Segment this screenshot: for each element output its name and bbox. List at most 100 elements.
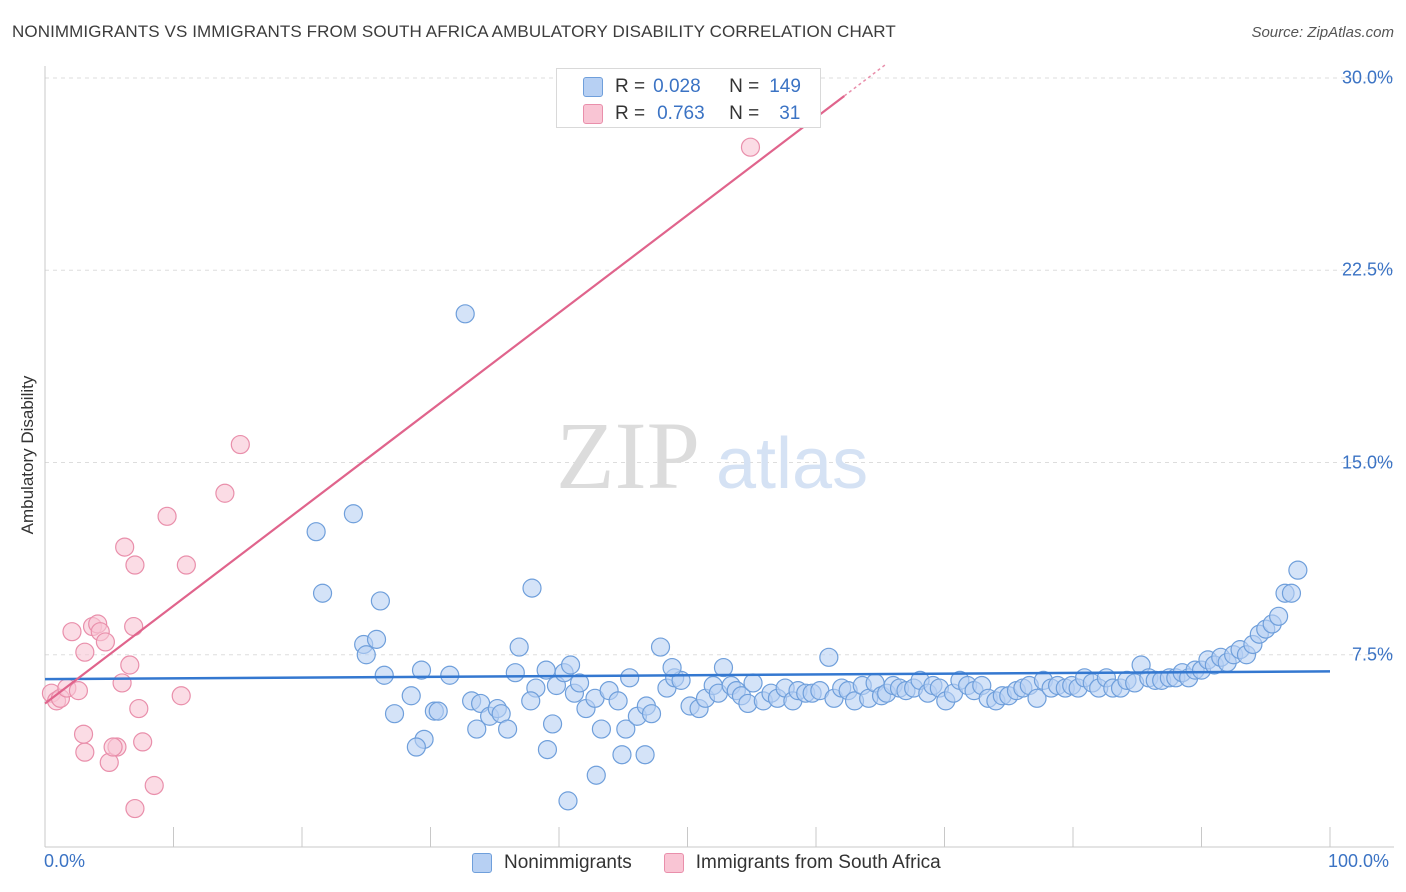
data-point-nonimmigrant (560, 655, 581, 675)
data-point-nonimmigrant (505, 663, 525, 683)
data-point-immigrant-south-africa (215, 483, 235, 503)
trend-line-extension (843, 64, 886, 97)
data-point-nonimmigrant (612, 745, 632, 765)
data-point-immigrant-south-africa (230, 434, 250, 455)
data-point-nonimmigrant (366, 629, 387, 649)
legend-r-value: 0.028 (653, 76, 701, 97)
watermark: ZIP atlas (556, 402, 868, 509)
data-point-immigrant-south-africa (740, 137, 761, 157)
data-point-nonimmigrant (356, 645, 376, 665)
data-point-nonimmigrant (743, 673, 763, 693)
source-label: Source: ZipAtlas.com (1251, 24, 1394, 41)
y-tick-label: 30.0% (1341, 67, 1393, 88)
x-tick-max: 100.0% (1328, 851, 1390, 871)
data-point-nonimmigrant (1268, 606, 1289, 626)
data-point-nonimmigrant (586, 765, 606, 785)
data-point-immigrant-south-africa (125, 555, 145, 575)
data-point-immigrant-south-africa (103, 737, 123, 757)
data-point-nonimmigrant (401, 686, 421, 706)
data-point-nonimmigrant (509, 637, 529, 657)
data-point-immigrant-south-africa (115, 537, 135, 557)
y-axis-label: Ambulatory Disability (18, 375, 37, 535)
legend-swatch-pink (663, 853, 684, 873)
data-point-immigrant-south-africa (112, 673, 132, 693)
legend-n-label: N = (729, 103, 760, 124)
series-immigrants-south-africa (41, 137, 761, 819)
data-point-nonimmigrant (542, 714, 563, 734)
legend-label-nonimmigrants: Nonimmigrants (504, 852, 632, 873)
data-point-nonimmigrant (558, 791, 578, 811)
data-point-nonimmigrant (1281, 583, 1302, 603)
data-point-nonimmigrant (569, 673, 590, 693)
data-point-nonimmigrant (521, 691, 541, 711)
axes (44, 66, 1394, 848)
data-point-immigrant-south-africa (176, 555, 196, 575)
legend-item-nonimmigrants: Nonimmigrants (472, 852, 632, 874)
legend-swatch-blue (583, 77, 603, 97)
data-point-immigrant-south-africa (124, 616, 144, 637)
data-point-immigrant-south-africa (62, 622, 82, 642)
data-point-immigrant-south-africa (125, 798, 145, 819)
data-point-nonimmigrant (306, 522, 326, 542)
data-point-immigrant-south-africa (68, 681, 89, 701)
legend-r-value: 0.763 (657, 103, 705, 124)
data-point-nonimmigrant (620, 668, 640, 688)
data-point-immigrant-south-africa (120, 655, 140, 675)
data-point-immigrant-south-africa (75, 742, 95, 762)
data-point-nonimmigrant (370, 591, 390, 611)
data-point-immigrant-south-africa (75, 642, 95, 662)
legend-n-value: 31 (779, 103, 801, 124)
data-point-nonimmigrant (428, 701, 448, 721)
data-point-immigrant-south-africa (144, 775, 164, 796)
data-point-nonimmigrant (537, 739, 558, 760)
data-point-immigrant-south-africa (73, 724, 94, 744)
data-point-nonimmigrant (1288, 560, 1308, 580)
data-point-nonimmigrant (411, 660, 432, 680)
legend-swatch-pink (583, 104, 603, 124)
data-point-nonimmigrant (635, 745, 655, 765)
legend-swatch-blue (472, 853, 492, 873)
trend-lines (44, 64, 1331, 705)
y-tick-label: 15.0% (1341, 452, 1393, 472)
watermark-atlas: atlas (716, 424, 868, 504)
data-point-nonimmigrant (641, 704, 662, 724)
series-nonimmigrants (306, 304, 1308, 811)
legend-r-label: R = (615, 76, 646, 97)
correlation-legend: R = 0.028 N = 149 R = 0.763 N = 31 (556, 68, 821, 128)
data-point-immigrant-south-africa (95, 632, 115, 652)
data-point-nonimmigrant (312, 583, 333, 603)
x-tick-min: 0.0% (44, 851, 86, 871)
data-point-nonimmigrant (406, 737, 426, 757)
data-point-nonimmigrant (498, 719, 518, 739)
data-point-nonimmigrant (608, 691, 628, 711)
data-point-nonimmigrant (616, 719, 636, 739)
data-point-nonimmigrant (662, 657, 682, 678)
data-point-immigrant-south-africa (157, 506, 177, 526)
data-point-nonimmigrant (455, 304, 475, 324)
watermark-zip: ZIP (556, 402, 700, 509)
data-point-nonimmigrant (1027, 688, 1047, 708)
data-point-nonimmigrant (591, 719, 612, 739)
data-point-nonimmigrant (650, 637, 671, 657)
trend-line-immigrants (44, 95, 845, 705)
data-point-immigrant-south-africa (129, 698, 149, 719)
data-point-nonimmigrant (467, 719, 487, 739)
data-point-nonimmigrant (343, 504, 363, 524)
data-point-immigrant-south-africa (133, 732, 153, 752)
data-point-immigrant-south-africa (171, 686, 191, 706)
data-point-nonimmigrant (440, 665, 460, 685)
trend-line-nonimmigrants (44, 670, 1331, 681)
data-point-nonimmigrant (522, 578, 542, 598)
legend-n-value: 149 (769, 76, 801, 97)
legend-row-immigrants: R = 0.763 N = 31 (583, 102, 800, 126)
legend-label-immigrants: Immigrants from South Africa (695, 852, 941, 873)
legend-row-nonimmigrants: R = 0.028 N = 149 (583, 75, 801, 99)
y-tick-label: 7.5% (1351, 644, 1393, 665)
legend-n-label: N = (729, 76, 760, 97)
data-point-nonimmigrant (374, 665, 394, 685)
grid-lines (45, 77, 1394, 656)
bottom-legend: Nonimmigrants Immigrants from South Afri… (472, 852, 973, 874)
data-point-nonimmigrant (713, 657, 734, 678)
data-point-nonimmigrant (819, 647, 839, 667)
